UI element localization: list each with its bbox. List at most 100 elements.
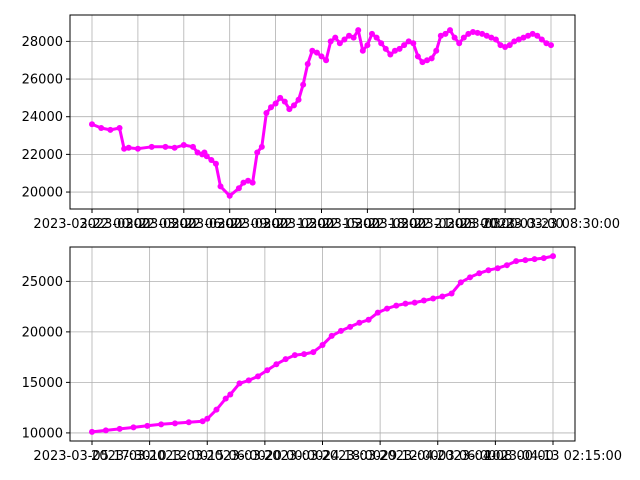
x-tick-label: 2023-03-10 12:00: [91, 449, 208, 464]
data-point: [254, 373, 261, 380]
y-tick-label: 24000: [22, 110, 63, 125]
data-point: [356, 319, 363, 326]
data-point: [479, 30, 486, 37]
data-point: [437, 32, 444, 39]
data-point: [511, 38, 518, 45]
data-point: [171, 420, 178, 427]
data-point: [411, 299, 418, 306]
x-tick-label: 2023-03-22 03:00: [79, 217, 196, 232]
data-point: [414, 53, 421, 60]
x-tick-label: 2023-04-08 00:00: [437, 449, 554, 464]
data-point: [460, 34, 467, 41]
x-tick-label: 2023-03-22 12:00: [217, 217, 334, 232]
data-point: [249, 179, 256, 186]
top-chart-panel: 20000 22000 24000 26000 28000 2023-03-22 00:0…: [22, 14, 620, 232]
data-point: [550, 253, 556, 260]
y-tick-label: 22000: [22, 148, 63, 163]
data-point: [212, 160, 219, 167]
y-tick-label: 10000: [22, 426, 63, 441]
x-tick-label: 2023-03-22 21:00: [355, 217, 472, 232]
data-point: [125, 144, 132, 151]
data-point: [264, 367, 271, 374]
data-point: [295, 96, 302, 103]
data-point: [281, 98, 288, 105]
x-tick-label: 2023-03-29 12:00: [322, 449, 439, 464]
data-point: [405, 38, 412, 45]
data-point: [268, 104, 275, 111]
data-point: [350, 34, 357, 41]
data-point: [483, 32, 490, 39]
data-point: [158, 421, 165, 428]
data-point: [538, 36, 545, 43]
data-point: [474, 29, 481, 36]
data-point: [401, 42, 408, 49]
data-point: [467, 274, 474, 281]
data-point: [235, 185, 242, 192]
data-point: [203, 153, 210, 160]
data-point: [213, 406, 220, 413]
data-point: [476, 270, 483, 277]
data-point: [359, 47, 366, 54]
y-tick-label: 20000: [22, 325, 63, 340]
data-point: [254, 149, 261, 156]
data-point: [402, 300, 409, 307]
y-tick-label: 28000: [22, 35, 63, 50]
data-point: [300, 81, 307, 88]
data-point: [428, 55, 435, 62]
data-point: [309, 47, 316, 54]
data-point: [189, 143, 196, 150]
data-point: [548, 42, 554, 49]
data-point: [485, 267, 492, 274]
data-point: [121, 145, 128, 152]
x-tick-label: 2023-04-13 02:15:00: [484, 449, 622, 464]
data-point: [282, 356, 289, 363]
data-point: [387, 51, 394, 58]
data-point: [313, 49, 320, 56]
data-point: [116, 425, 123, 432]
data-point: [447, 27, 454, 34]
data-point: [286, 106, 293, 113]
data-point: [419, 59, 426, 66]
data-point: [222, 395, 229, 402]
data-point: [488, 34, 495, 41]
data-point: [245, 177, 252, 184]
data-point: [497, 42, 504, 49]
data-point: [180, 141, 187, 148]
x-tick-label: 2023-03-20 00:00: [206, 449, 323, 464]
data-point: [368, 30, 375, 37]
data-point: [194, 149, 201, 156]
data-point: [534, 32, 541, 39]
x-tick-label: 2023-03-23 03:00: [447, 217, 564, 232]
data-point: [525, 32, 532, 39]
data-point: [515, 36, 522, 43]
data-point: [378, 40, 385, 47]
data-point: [543, 40, 550, 47]
data-point: [364, 42, 371, 49]
x-tick-label: 2023-03-22 00:00: [33, 217, 150, 232]
y-tick-label: 25000: [22, 275, 63, 290]
data-point: [531, 256, 538, 263]
x-tick-label: 2023-04-03 06:00: [379, 449, 496, 464]
data-point: [102, 427, 109, 434]
y-tick-label: 20000: [22, 186, 63, 201]
data-point: [273, 361, 280, 368]
data-point: [382, 45, 389, 52]
data-point: [442, 30, 449, 37]
x-tick-label: 2023-03-05 17:30: [33, 449, 150, 464]
data-point: [529, 30, 536, 37]
data-point: [492, 36, 499, 43]
data-point: [513, 258, 520, 265]
data-point: [134, 145, 141, 152]
data-point: [148, 143, 155, 150]
data-point: [424, 57, 431, 64]
data-point: [310, 349, 317, 356]
data-point: [365, 316, 372, 323]
data-point: [130, 424, 137, 431]
data-point: [217, 183, 224, 190]
data-point: [336, 40, 343, 47]
data-point: [319, 342, 326, 349]
data-point: [290, 102, 297, 109]
data-point: [171, 144, 178, 151]
data-point: [503, 262, 510, 269]
data-point: [89, 121, 95, 128]
